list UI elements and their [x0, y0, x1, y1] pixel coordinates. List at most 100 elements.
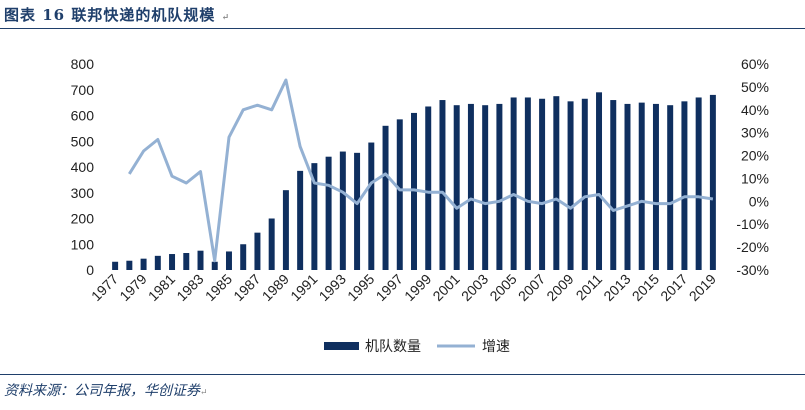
- figure-title: 图表 16 联邦快递的机队规模 ↵: [4, 6, 231, 24]
- bar-2004: [496, 103, 503, 270]
- bar-2007: [539, 98, 546, 270]
- x-tick-1989: 1989: [259, 271, 292, 304]
- x-tick-2001: 2001: [429, 271, 462, 304]
- x-tick-2013: 2013: [600, 271, 633, 304]
- x-tick-1991: 1991: [287, 271, 320, 304]
- bar-2009: [567, 101, 574, 271]
- x-tick-2009: 2009: [543, 271, 576, 304]
- right-tick-60%: 60%: [741, 56, 769, 72]
- title-end-mark: ↵: [221, 13, 231, 23]
- bar-2005: [510, 97, 517, 270]
- right-tick--20%: -20%: [736, 239, 769, 255]
- bar-1977: [112, 261, 119, 270]
- bar-2002: [467, 103, 474, 270]
- x-tick-1987: 1987: [230, 271, 263, 304]
- left-tick-800: 800: [71, 56, 95, 72]
- fleet-size-chart: 0 100 200 300 400 500 600 700 800 -30% -20% -10% 0%…: [71, 56, 769, 355]
- x-tick-2019: 2019: [686, 271, 719, 304]
- bar-1978: [126, 260, 133, 270]
- footer-rule: [0, 374, 805, 375]
- x-tick-1979: 1979: [116, 271, 149, 304]
- bar-2019: [709, 94, 716, 271]
- legend-label-growth: 增速: [482, 339, 510, 355]
- left-tick-0: 0: [86, 262, 94, 278]
- bar-2012: [610, 100, 617, 270]
- bar-1981: [169, 254, 176, 270]
- bar-2000: [439, 100, 446, 270]
- bar-1988: [268, 218, 275, 270]
- bar-1995: [368, 142, 375, 270]
- bar-1993: [339, 151, 346, 270]
- bar-1990: [297, 170, 304, 270]
- source-end-mark: ↵: [200, 388, 208, 398]
- left-tick-400: 400: [71, 159, 95, 175]
- left-tick-100: 100: [71, 236, 95, 252]
- legend-label-fleet: 机队数量: [365, 339, 421, 355]
- bar-1987: [254, 232, 261, 270]
- legend-swatch-fleet: [324, 342, 359, 350]
- bar-1989: [282, 190, 289, 270]
- right-tick-30%: 30%: [741, 125, 769, 141]
- header-rule: [0, 28, 805, 29]
- right-tick--10%: -10%: [736, 216, 769, 232]
- growth-polyline: [128, 78, 714, 263]
- x-tick-1981: 1981: [145, 271, 178, 304]
- x-tick-1999: 1999: [401, 271, 434, 304]
- bar-2013: [624, 103, 631, 270]
- bar-2016: [667, 105, 674, 270]
- figure-footer: 资料来源：公司年报，华创证券↵: [0, 368, 805, 410]
- bar-1991: [311, 163, 318, 270]
- bar-1984: [211, 261, 218, 270]
- bar-2018: [695, 97, 702, 270]
- right-axis-ticks: -30% -20% -10% 0% 10% 20% 30% 40% 50% 60%: [736, 56, 769, 278]
- right-tick-50%: 50%: [741, 79, 769, 95]
- left-tick-700: 700: [71, 82, 95, 98]
- growth-line: [128, 78, 714, 263]
- bar-1992: [325, 156, 332, 270]
- x-tick-1993: 1993: [316, 271, 349, 304]
- left-axis-ticks: 0 100 200 300 400 500 600 700 800: [71, 56, 95, 278]
- x-tick-2007: 2007: [515, 271, 548, 304]
- bar-1979: [140, 258, 147, 270]
- bar-2017: [681, 101, 688, 271]
- bar-2003: [482, 105, 489, 270]
- bar-1999: [425, 106, 432, 270]
- bar-2015: [652, 103, 659, 270]
- bar-1985: [225, 251, 232, 270]
- left-tick-500: 500: [71, 133, 95, 149]
- bar-2014: [638, 102, 645, 270]
- bar-1994: [354, 152, 361, 270]
- bar-1998: [411, 112, 417, 270]
- right-tick--30%: -30%: [736, 262, 769, 278]
- right-tick-40%: 40%: [741, 102, 769, 118]
- right-tick-20%: 20%: [741, 148, 769, 164]
- figure-header: 图表 16 联邦快递的机队规模 ↵: [0, 0, 805, 30]
- x-tick-1983: 1983: [173, 271, 206, 304]
- bar-2011: [596, 92, 603, 270]
- bar-1982: [183, 253, 190, 270]
- right-tick-10%: 10%: [741, 170, 769, 186]
- bar-1980: [154, 255, 161, 270]
- bar-2001: [453, 105, 460, 270]
- source-note: 资料来源：公司年报，华创证券↵: [4, 383, 208, 399]
- x-tick-2005: 2005: [486, 271, 519, 304]
- bar-2006: [524, 97, 531, 270]
- left-tick-300: 300: [71, 185, 95, 201]
- left-tick-200: 200: [71, 211, 95, 227]
- x-tick-2011: 2011: [573, 271, 606, 304]
- bar-1986: [240, 244, 247, 270]
- x-tick-1985: 1985: [202, 271, 235, 304]
- bar-2010: [581, 98, 588, 270]
- x-axis-ticks: 1977197919811983198519871989199119931995…: [88, 271, 719, 304]
- x-tick-2015: 2015: [629, 271, 662, 304]
- bar-1983: [197, 250, 204, 270]
- right-tick-0%: 0%: [749, 193, 769, 209]
- bar-1996: [382, 125, 389, 270]
- x-tick-2017: 2017: [657, 271, 690, 304]
- fleet-bars: [112, 92, 716, 271]
- bar-2008: [553, 96, 560, 270]
- x-tick-1995: 1995: [344, 271, 377, 304]
- bar-1997: [396, 119, 403, 270]
- chart-legend: 机队数量 增速: [324, 339, 510, 355]
- left-tick-600: 600: [71, 108, 95, 124]
